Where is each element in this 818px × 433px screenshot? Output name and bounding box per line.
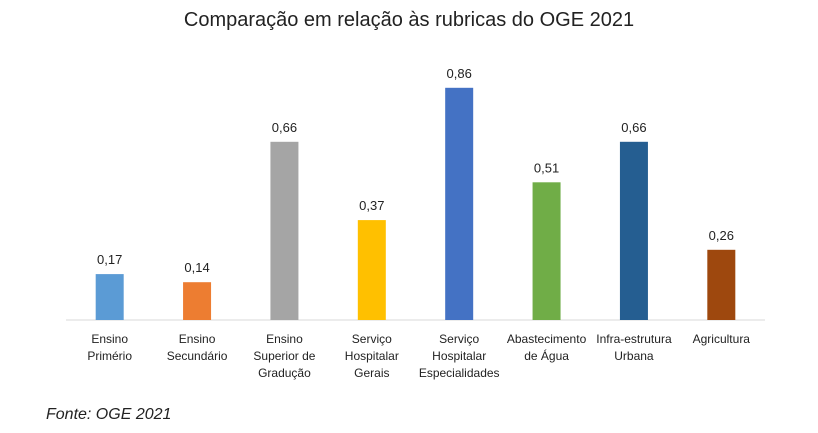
category-label-8: Agricultura bbox=[693, 332, 751, 346]
bar-1 bbox=[95, 274, 124, 320]
bar-3 bbox=[270, 141, 299, 320]
bars-group bbox=[95, 87, 736, 320]
category-label-3: Ensino Superior de Gradução bbox=[253, 332, 315, 380]
category-label-6: Abastecimento de Água bbox=[507, 332, 587, 363]
category-labels-group: Ensino Primério Ensino Secundário Ensino Supe… bbox=[87, 332, 750, 380]
bar-5 bbox=[445, 87, 474, 320]
value-label-4: 0,37 bbox=[359, 198, 384, 213]
category-label-line: Ensino bbox=[179, 332, 216, 346]
bar-2 bbox=[183, 282, 212, 320]
value-label-7: 0,66 bbox=[621, 120, 646, 135]
category-label-line: Serviço bbox=[439, 332, 479, 346]
category-label-line: Hospitalar bbox=[432, 349, 486, 363]
category-label-line: de Água bbox=[524, 348, 569, 363]
category-label-line: Abastecimento bbox=[507, 332, 587, 346]
bar-8 bbox=[707, 249, 736, 320]
category-label-7: Infra-estrutura Urbana bbox=[596, 332, 672, 363]
category-label-line: Gerais bbox=[354, 366, 389, 380]
value-label-2: 0,14 bbox=[184, 260, 209, 275]
category-label-line: Agricultura bbox=[693, 332, 751, 346]
category-label-line: Ensino bbox=[266, 332, 303, 346]
category-label-line: Urbana bbox=[614, 349, 654, 363]
category-label-5: Serviço Hospitalar Especialidades bbox=[419, 332, 500, 380]
category-label-line: Especialidades bbox=[419, 366, 500, 380]
bar-6 bbox=[532, 182, 561, 320]
category-label-1: Ensino Primério bbox=[87, 332, 132, 363]
category-label-line: Superior de bbox=[253, 349, 315, 363]
category-label-line: Secundário bbox=[167, 349, 228, 363]
value-label-1: 0,17 bbox=[97, 252, 122, 267]
category-label-line: Serviço bbox=[352, 332, 392, 346]
value-label-6: 0,51 bbox=[534, 160, 559, 175]
value-label-8: 0,26 bbox=[709, 228, 734, 243]
category-label-line: Ensino bbox=[91, 332, 128, 346]
bar-7 bbox=[619, 141, 648, 320]
category-label-line: Gradução bbox=[258, 366, 311, 380]
value-label-3: 0,66 bbox=[272, 120, 297, 135]
value-label-5: 0,86 bbox=[447, 66, 472, 81]
chart-title: Comparação em relação às rubricas do OGE… bbox=[184, 9, 634, 31]
bar-chart: Comparação em relação às rubricas do OGE… bbox=[66, 9, 765, 380]
value-labels-group: 0,17 0,14 0,66 0,37 0,86 0,51 0,66 0,26 bbox=[97, 66, 734, 275]
source-note: Fonte: OGE 2021 bbox=[46, 406, 172, 423]
bar-4 bbox=[357, 220, 386, 320]
category-label-line: Infra-estrutura bbox=[596, 332, 672, 346]
category-label-line: Hospitalar bbox=[345, 349, 399, 363]
category-label-4: Serviço Hospitalar Gerais bbox=[345, 332, 399, 380]
category-label-line: Primério bbox=[87, 349, 132, 363]
category-label-2: Ensino Secundário bbox=[167, 332, 228, 363]
